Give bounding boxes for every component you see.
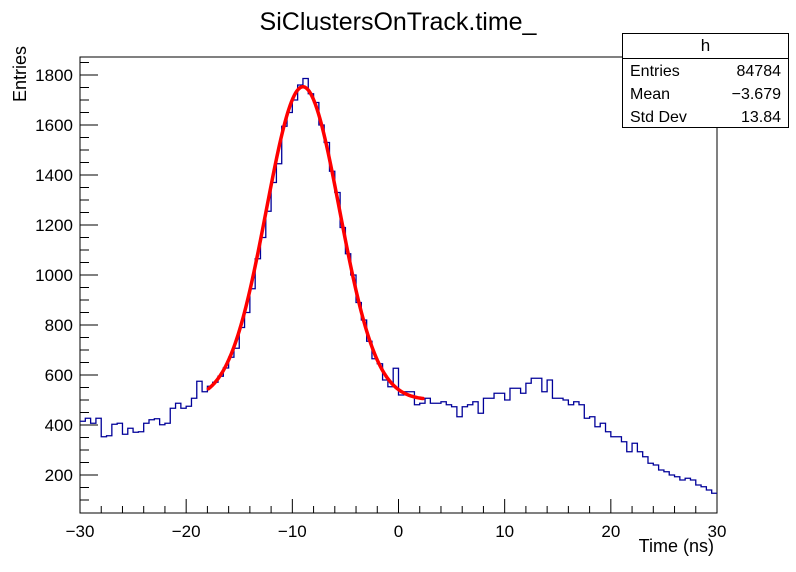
- x-tick-label: −10: [278, 522, 307, 541]
- y-tick-label: 1000: [35, 266, 73, 285]
- stat-value: −3.679: [731, 86, 781, 103]
- stat-row: Std Dev 13.84: [630, 106, 781, 129]
- stats-box: h Entries 84784 Mean −3.679 Std Dev 13.84: [622, 33, 789, 128]
- x-tick-label: −20: [172, 522, 201, 541]
- x-tick-label: −30: [66, 522, 95, 541]
- y-tick-label: 400: [45, 416, 73, 435]
- y-tick-label: 1600: [35, 116, 73, 135]
- stat-value: 84784: [736, 63, 782, 80]
- y-tick-label: 1200: [35, 216, 73, 235]
- stat-label: Entries: [630, 63, 680, 80]
- stat-row: Entries 84784: [630, 60, 781, 83]
- fit-curve: [206, 85, 425, 401]
- stats-rows: Entries 84784 Mean −3.679 Std Dev 13.84: [623, 59, 788, 129]
- plot-title: SiClustersOnTrack.time_: [259, 8, 537, 36]
- x-axis-title: Time (ns): [639, 536, 714, 556]
- x-tick-label: 30: [708, 522, 727, 541]
- y-tick-label: 200: [45, 466, 73, 485]
- stats-box-title: h: [623, 34, 788, 59]
- x-tick-label: 0: [394, 522, 403, 541]
- y-tick-label: 1800: [35, 66, 73, 85]
- histogram-line: [80, 77, 717, 494]
- y-axis-title: Entries: [10, 46, 30, 102]
- stat-label: Mean: [630, 86, 671, 103]
- stat-row: Mean −3.679: [630, 83, 781, 106]
- x-tick-label: 20: [601, 522, 620, 541]
- stat-label: Std Dev: [630, 109, 687, 126]
- y-tick-label: 1400: [35, 166, 73, 185]
- x-tick-label: 10: [495, 522, 514, 541]
- stat-value: 13.84: [740, 109, 781, 126]
- y-tick-label: 600: [45, 366, 73, 385]
- y-tick-label: 800: [45, 316, 73, 335]
